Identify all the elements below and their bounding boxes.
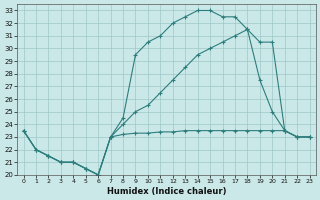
X-axis label: Humidex (Indice chaleur): Humidex (Indice chaleur) <box>107 187 226 196</box>
